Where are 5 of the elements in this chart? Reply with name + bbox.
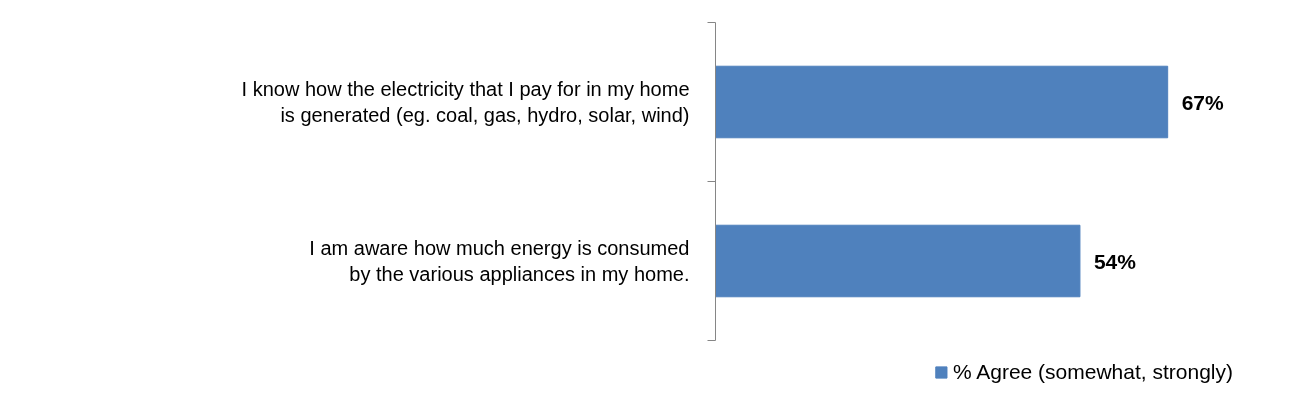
data-label: 67% — [1181, 90, 1225, 114]
y-tick-label: I know how the electricity that I pay for in my home is generated (eg. coal, gas, hydro, solar, wind) — [241, 77, 690, 127]
data-label: 54% — [1093, 249, 1137, 273]
y-tick-label: I am aware how much energy is consumed by the various appliances in my home. — [309, 236, 690, 286]
legend-label: % Agree (somewhat, strongly) — [952, 360, 1233, 384]
